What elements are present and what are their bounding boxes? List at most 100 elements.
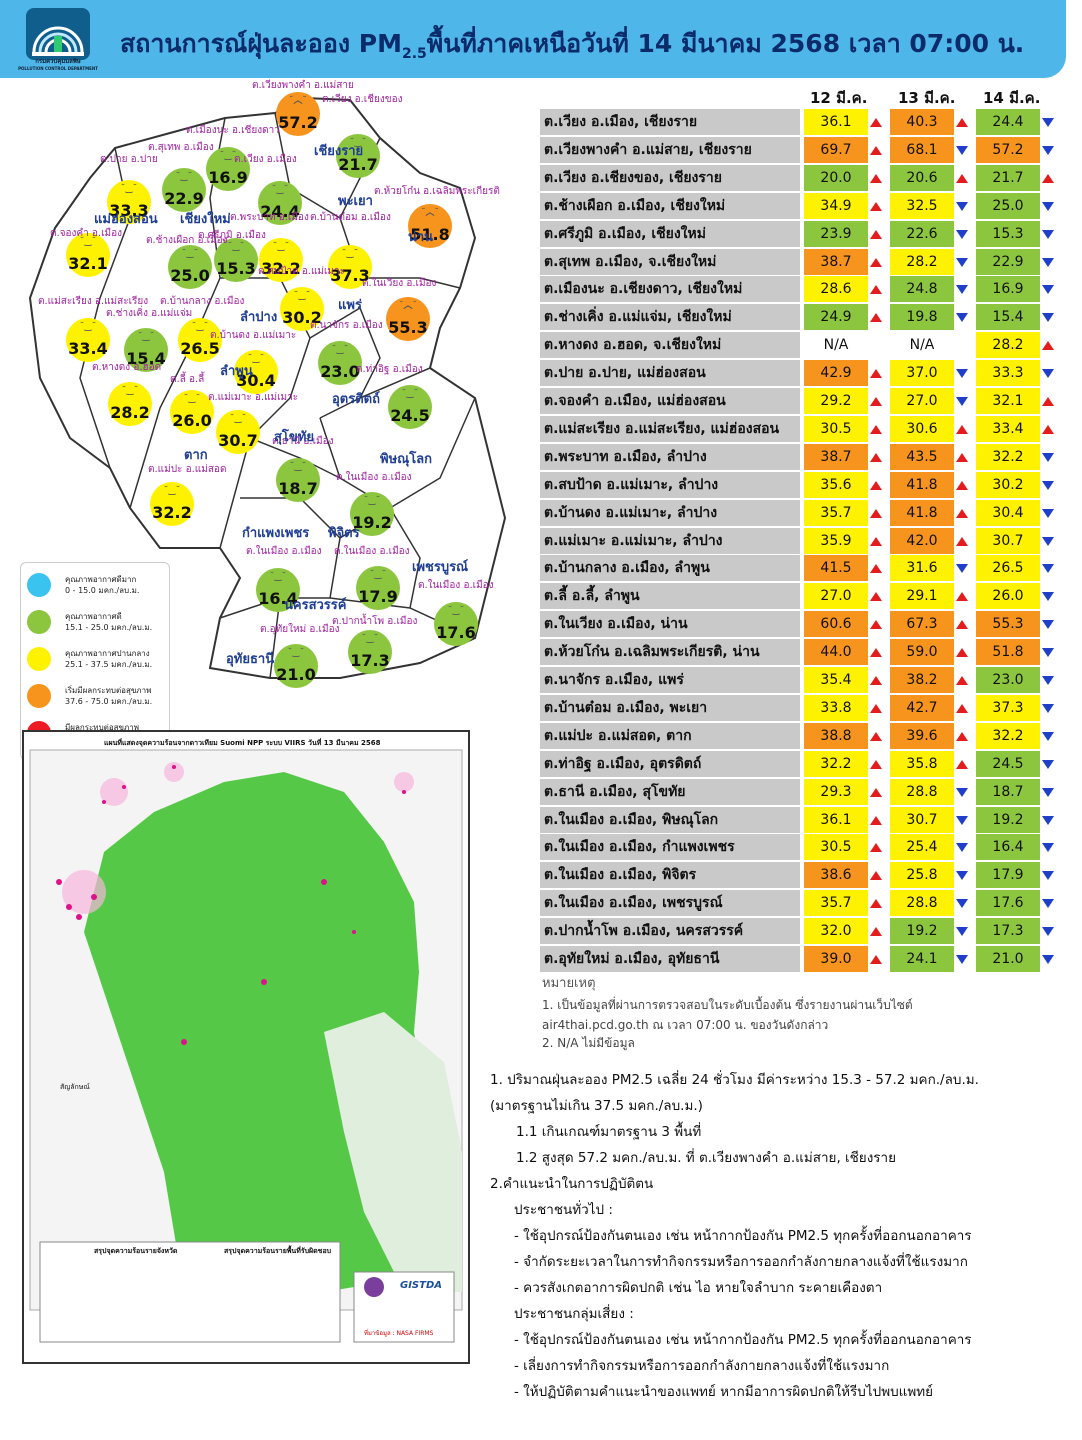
province-label: เชียงราย — [314, 144, 364, 159]
pm25-value-cell: 41.5 — [804, 555, 868, 582]
station-name-cell: ต.ปากน้ำโพ อ.เมือง, นครสวรรค์ — [540, 918, 800, 945]
arrow-down-icon — [956, 257, 968, 267]
pm25-value-cell: 22.9 — [976, 248, 1040, 275]
station-label: ต.ช้างเผือก อ.เมือง — [146, 235, 228, 246]
pm25-value-cell: 59.0 — [890, 639, 954, 666]
arrow-down-icon — [956, 285, 968, 295]
arrow-down-icon — [1042, 648, 1054, 658]
arrow-up-icon — [870, 173, 882, 183]
arrow-up-icon — [956, 118, 968, 127]
smiley-face-icon: ˘‿˘ — [271, 185, 289, 195]
satellite-summary-province: สรุปจุดความร้อนรายจังหวัด — [94, 1247, 178, 1255]
station-name-cell: ต.ลี้ อ.ลี้, ลำพูน — [540, 583, 800, 610]
table-row: ต.ปาย อ.ปาย, แม่ฮ่องสอน 42.9 37.0 33.3 — [540, 359, 1060, 387]
station-marker: ˘‿˘ 24.4 — [258, 181, 302, 225]
arrow-up-icon — [956, 536, 968, 546]
station-marker: ˘‿˘ 37.3 — [328, 245, 372, 289]
province-label: กำแพงเพชร — [242, 526, 310, 541]
pm25-value-cell: 16.4 — [976, 834, 1040, 861]
arrow-down-icon — [1042, 899, 1054, 909]
station-value: 17.9 — [358, 587, 398, 606]
pm25-value-cell: 36.1 — [804, 109, 868, 135]
pm25-value-cell: 32.2 — [804, 750, 868, 777]
station-value: 24.5 — [390, 406, 430, 425]
station-value: 51.8 — [410, 225, 450, 244]
station-marker: ˘‿˘ 26.5 — [178, 318, 222, 362]
station-name-cell: ต.บ้านต๋อม อ.เมือง, พะเยา — [540, 694, 800, 721]
table-row: ต.หางดง อ.ฮอด, จ.เชียงใหม่ N/A N/A 28.2 — [540, 331, 1060, 359]
arrow-up-icon — [870, 480, 882, 490]
station-label: ต.ศรีภูมิ อ.เมือง — [198, 230, 266, 241]
pm25-value-cell: 51.8 — [976, 639, 1040, 666]
station-value: 25.0 — [170, 266, 210, 285]
arrow-down-icon — [956, 201, 968, 211]
arrow-up-icon — [870, 397, 882, 406]
pcd-logo-icon — [26, 8, 90, 60]
province-label: เพชรบูรณ์ — [412, 560, 469, 575]
arrow-down-icon — [956, 871, 968, 881]
station-name-cell: ต.ในเมือง อ.เมือง, พิจิตร — [540, 862, 800, 889]
note-1b: air4thai.pcd.go.th ณ เวลา 07:00 น. ของวั… — [542, 1018, 829, 1032]
arrow-down-icon — [956, 564, 968, 574]
station-marker: ˘‿˘ 32.2 — [259, 238, 303, 282]
pm25-value-cell: 42.7 — [890, 694, 954, 721]
station-name-cell: ต.เมืองนะ อ.เชียงดาว, เชียงใหม่ — [540, 276, 800, 303]
legend-label: เริ่มมีผลกระทบต่อสุขภาพ — [65, 686, 152, 695]
station-value: 15.3 — [216, 259, 256, 278]
station-label: ต.ในเมือง อ.เมือง — [336, 472, 412, 483]
pm25-value-cell: 33.4 — [976, 415, 1040, 442]
station-label: ต.เวียงพางคำ อ.แม่สาย — [252, 80, 354, 91]
table-row: ต.ศรีภูมิ อ.เมือง, เชียงใหม่ 23.9 22.6 15.3 — [540, 220, 1060, 248]
general-advice-1: - ใช้อุปกรณ์ป้องกันตนเอง เช่น หน้ากากป้อ… — [514, 1228, 972, 1244]
smiley-face-icon: ˘‿˘ — [447, 606, 465, 616]
province-label: อุตรดิตถ์ — [332, 392, 380, 407]
pm25-value-cell: 19.2 — [890, 918, 954, 945]
pm25-value-cell: 35.6 — [804, 471, 868, 498]
smiley-face-icon: ˘‿˘ — [272, 242, 290, 252]
station-marker: ˘‿˘ 24.5 — [388, 385, 432, 429]
arrow-down-icon — [1042, 843, 1054, 853]
pm25-value-cell: 35.9 — [804, 527, 868, 554]
pm25-value-cell: 39.6 — [890, 722, 954, 749]
table-row: ต.บ้านดง อ.แม่เมาะ, ลำปาง 35.7 41.8 30.4 — [540, 499, 1060, 527]
station-label: ต.พระบาท อ.เมือง — [230, 212, 309, 223]
station-name-cell: ต.พระบาท อ.เมือง, ลำปาง — [540, 443, 800, 470]
province-label: ลำปาง — [240, 310, 278, 325]
station-marker: ˘‿˘ 17.9 — [356, 566, 400, 610]
station-marker: ˘‿˘ 25.0 — [168, 245, 212, 289]
station-marker: ˘‿˘ 17.3 — [348, 630, 392, 674]
arrow-up-icon — [956, 648, 968, 658]
table-row: ต.สบป้าด อ.แม่เมาะ, ลำปาง 35.6 41.8 30.2 — [540, 471, 1060, 499]
arrow-up-icon — [956, 452, 968, 462]
table-row: ต.ในเมือง อ.เมือง, พิจิตร 38.6 25.8 17.9 — [540, 861, 1060, 889]
smiley-face-icon: ˘︿˘ — [398, 301, 417, 311]
arrow-down-icon — [1042, 927, 1054, 937]
date-header-14: 14 มี.ค. — [983, 89, 1041, 107]
smiley-face-icon: ˘‿˘ — [175, 172, 193, 182]
arrow-down-icon — [956, 927, 968, 937]
pm25-value-cell: 36.1 — [804, 806, 868, 833]
station-name-cell: ต.เวียงพางคำ อ.แม่สาย, เชียงราย — [540, 136, 800, 163]
table-row: ต.ช้างเผือก อ.เมือง, เชียงใหม่ 34.9 32.5 25… — [540, 192, 1060, 220]
legend-label: คุณภาพอากาศดีมาก — [65, 575, 137, 584]
smiley-face-icon: ˘‿˘ — [121, 386, 139, 396]
pm25-value-cell: 23.0 — [976, 667, 1040, 693]
summary-1b: (มาตรฐานไม่เกิน 37.5 มคก./ลบ.ม.) — [490, 1098, 703, 1114]
station-marker: ˘‿˘ 30.4 — [234, 350, 278, 394]
pm25-value-cell: 35.7 — [804, 499, 868, 526]
pm25-value-cell: 21.0 — [976, 946, 1040, 972]
station-label: ต.หางดง อ.ฮอด — [92, 362, 162, 373]
arrow-down-icon — [956, 815, 968, 825]
station-marker: ˘‿˘ 19.2 — [350, 492, 394, 536]
station-value: 19.2 — [352, 513, 392, 532]
province-label: แม่ฮ่องสอน — [94, 212, 158, 227]
pm25-value-cell: 30.2 — [976, 471, 1040, 498]
station-name-cell: ต.ในเมือง อ.เมือง, กำแพงเพชร — [540, 834, 800, 861]
pm25-value-cell: 28.2 — [890, 248, 954, 275]
arrow-down-icon — [956, 899, 968, 909]
smiley-face-icon: ˘‿˘ — [341, 249, 359, 259]
smiley-face-icon: ˘‿˘ — [289, 462, 307, 472]
smiley-face-icon: ˘‿˘ — [219, 151, 237, 161]
pm25-value-cell: 17.3 — [976, 918, 1040, 945]
pm25-value-cell: 26.5 — [976, 555, 1040, 582]
